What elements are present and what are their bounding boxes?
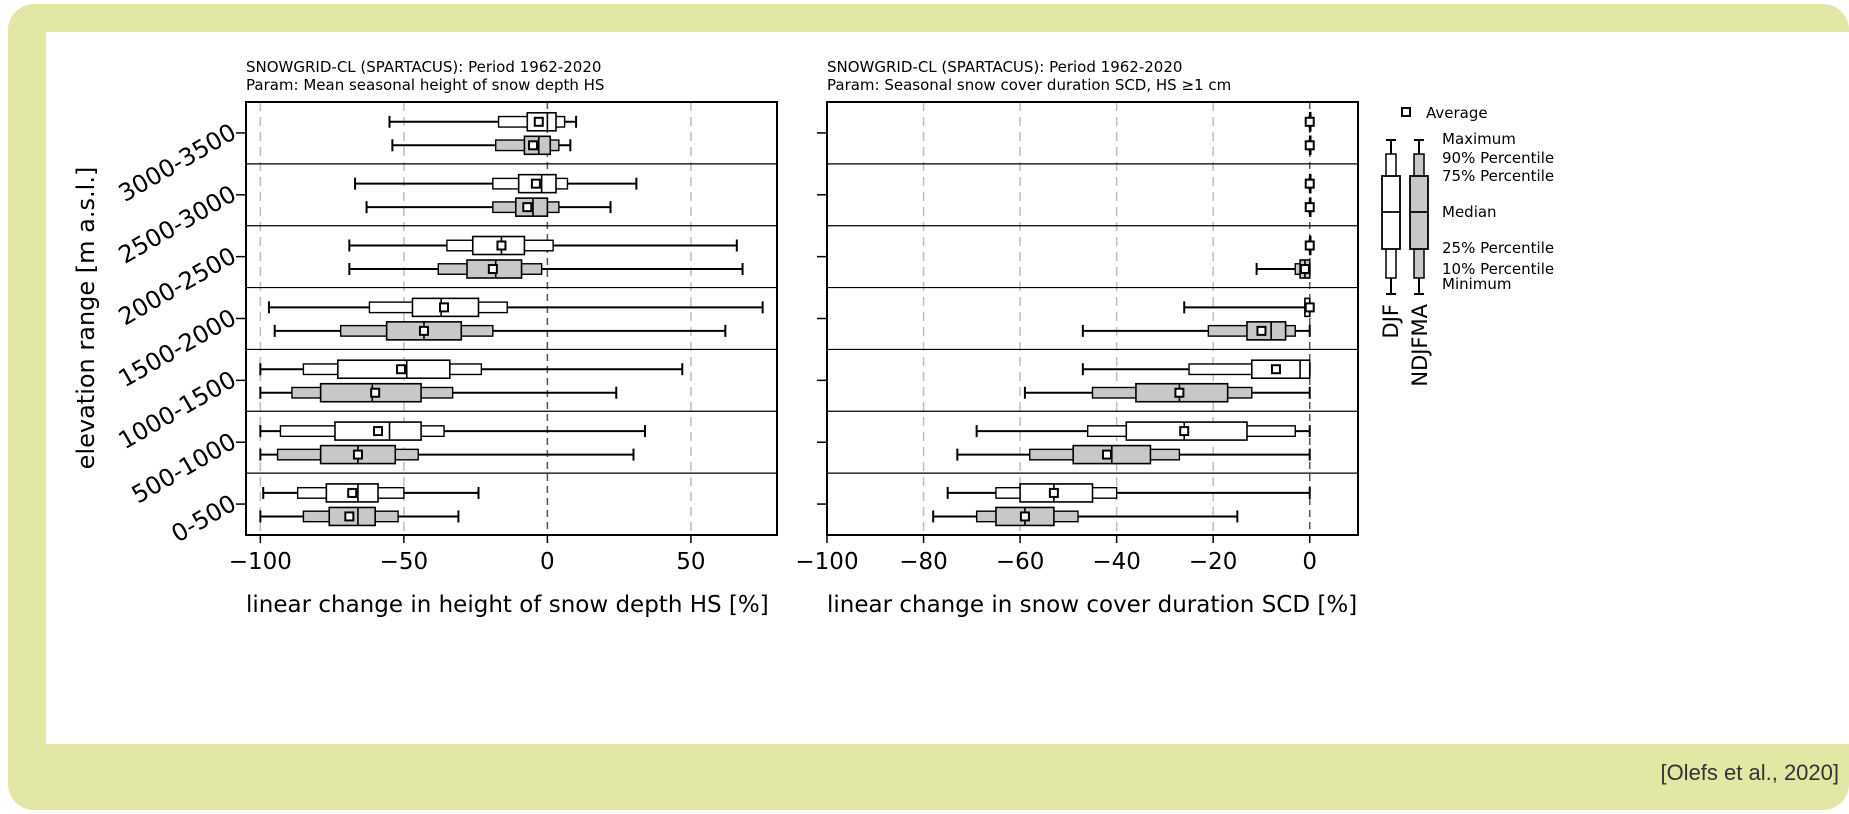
scd-x-tick-label: 0 [1302,549,1317,575]
boxplot-figure: SNOWGRID-CL (SPARTACUS): Period 1962-202… [72,58,1554,618]
mean-marker [418,325,429,336]
legend-median-label: Median [1442,203,1497,221]
hs-x-tick-label: 50 [676,549,705,575]
mean-marker [439,302,450,313]
mean-marker [522,202,533,213]
scd-x-tick-label: −80 [899,549,948,575]
mean-marker [370,387,381,398]
legend-average-marker [1401,107,1411,117]
scd-x-tick-label: −20 [1189,549,1238,575]
mean-marker [1304,140,1315,151]
legend-series-ndjfma-label: NDJFMA [1408,303,1432,386]
hs-x-axis-label: linear change in height of snow depth HS… [246,592,769,618]
mean-marker [373,426,384,437]
mean-marker [533,116,544,127]
legend-minimum-label: Minimum [1442,275,1512,293]
quartile-box [337,359,451,380]
y-tick-label: 0-500 [167,489,241,548]
hs-title-line2: Param: Mean seasonal height of snow dept… [246,76,604,94]
mean-marker [1179,426,1190,437]
mean-marker [496,240,507,251]
mean-marker [487,264,498,275]
hs-axes-frame [245,101,778,536]
scd-x-tick-label: −100 [795,549,858,575]
mean-marker [344,511,355,522]
scd-title-line1: SNOWGRID-CL (SPARTACUS): Period 1962-202… [827,58,1182,76]
legend-p75-label: 75% Percentile [1442,167,1554,185]
scd-axes-frame [826,101,1359,536]
hs-x-tick-label: −100 [229,549,292,575]
mean-marker [1304,202,1315,213]
mean-marker [347,487,358,498]
scd-x-axis-label: linear change in snow cover duration SCD… [827,592,1357,618]
mean-marker [1299,264,1310,275]
scd-x-tick-label: −60 [996,549,1045,575]
y-axis-label: elevation range [m a.s.l.] [72,167,100,470]
hs-x-tick-label: −50 [380,549,429,575]
mean-marker [1101,449,1112,460]
mean-marker [1304,240,1315,251]
legend-series-djf-label: DJF [1379,304,1403,338]
hs-title-line1: SNOWGRID-CL (SPARTACUS): Period 1962-202… [246,58,601,76]
mean-marker [1304,116,1315,127]
citation: [Olefs et al., 2020] [1660,760,1839,785]
mean-marker [1304,302,1315,313]
mean-marker [1270,364,1281,375]
legend-maximum-label: Maximum [1442,130,1516,148]
mean-marker [528,140,539,151]
mean-marker [1174,387,1185,398]
mean-marker [1019,511,1030,522]
legend-p25-label: 25% Percentile [1442,239,1554,257]
mean-marker [395,364,406,375]
scd-x-tick-label: −40 [1092,549,1141,575]
mean-marker [1256,325,1267,336]
legend-p10-label: 10% Percentile [1442,260,1554,278]
legend-p90-label: 90% Percentile [1442,149,1554,167]
mean-marker [1048,487,1059,498]
mean-marker [352,449,363,460]
legend-average-label: Average [1426,104,1488,122]
mean-marker [1304,178,1315,189]
hs-x-tick-label: 0 [540,549,555,575]
scd-title-line2: Param: Seasonal snow cover duration SCD,… [827,76,1231,94]
chart-panel: SNOWGRID-CL (SPARTACUS): Period 1962-202… [46,32,1849,744]
mean-marker [530,178,541,189]
